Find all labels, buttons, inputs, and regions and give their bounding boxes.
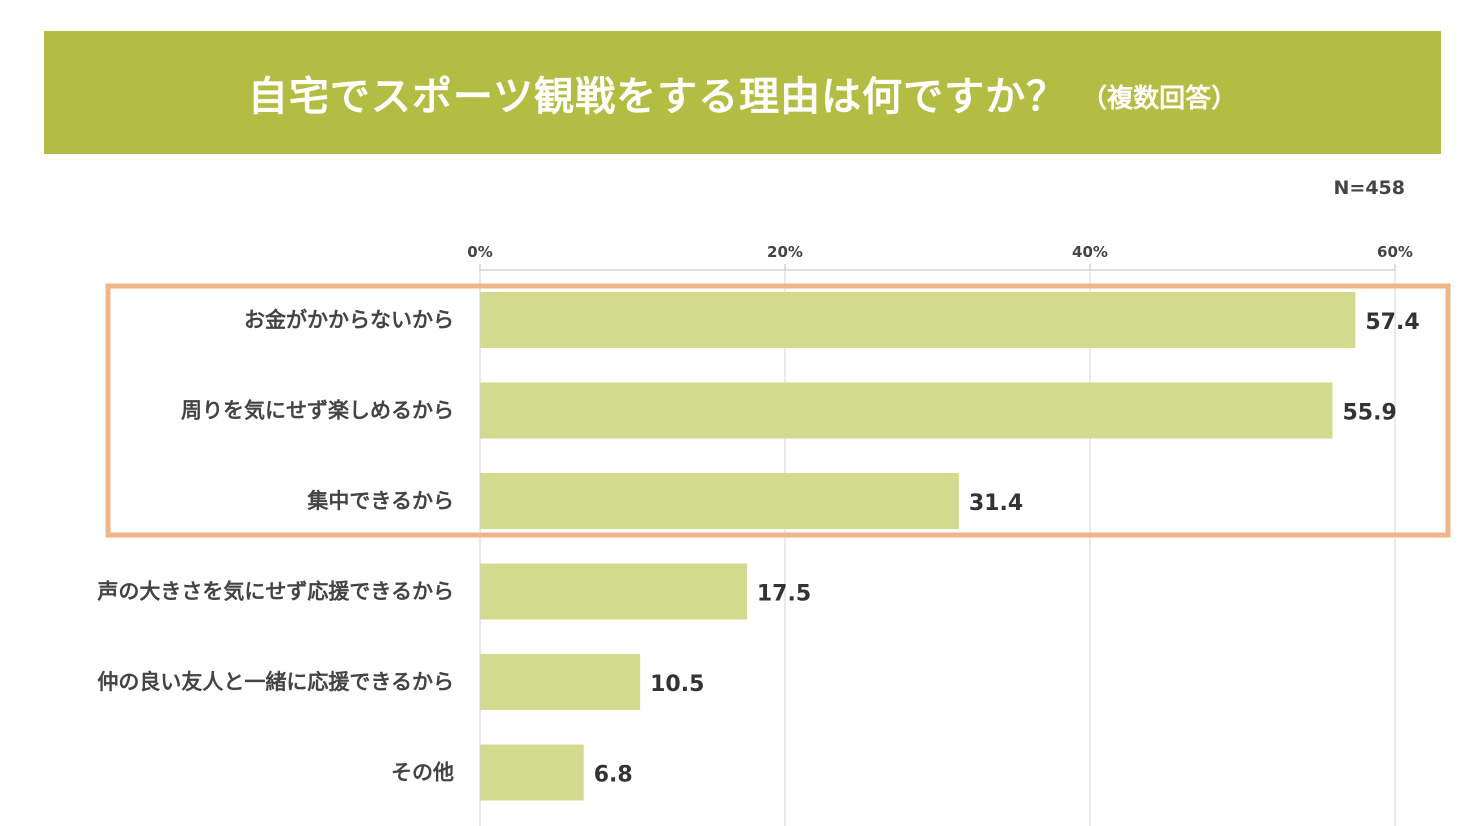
bar-value-label: 57.4 [1365, 310, 1419, 335]
bar [480, 563, 747, 620]
title-banner: 自宅でスポーツ観戦をする理由は何ですか？ （複数回答） [44, 31, 1441, 154]
bar-value-label: 55.9 [1342, 401, 1396, 426]
bar [480, 744, 584, 801]
category-label: その他 [391, 761, 454, 785]
x-tick-label: 60% [1377, 243, 1413, 261]
x-tick-label: 40% [1072, 243, 1108, 261]
x-tick-label: 20% [767, 243, 803, 261]
sample-size-label: N=458 [1333, 177, 1405, 199]
x-tick-label: 0% [467, 243, 492, 261]
bar-value-label: 31.4 [969, 491, 1023, 516]
bar-value-label: 6.8 [594, 763, 633, 788]
bar-value-label: 17.5 [757, 582, 811, 607]
highlight-box [105, 283, 1451, 538]
bar-value-label: 10.5 [650, 672, 704, 697]
bar [480, 292, 1356, 348]
category-label: 集中できるから [306, 489, 454, 513]
category-label: お金がかからないから [244, 308, 454, 332]
bar [480, 654, 641, 710]
bar [480, 382, 1333, 439]
category-label: 周りを気にせず楽しめるから [181, 399, 454, 423]
bar [480, 473, 959, 529]
category-label: 声の大きさを気にせず応援できるから [96, 580, 454, 604]
chart-subtitle: （複数回答） [1081, 84, 1238, 114]
chart-title: 自宅でスポーツ観戦をする理由は何ですか？ [247, 73, 1068, 120]
category-label: 仲の良い友人と一緒に応援できるから [97, 670, 454, 694]
